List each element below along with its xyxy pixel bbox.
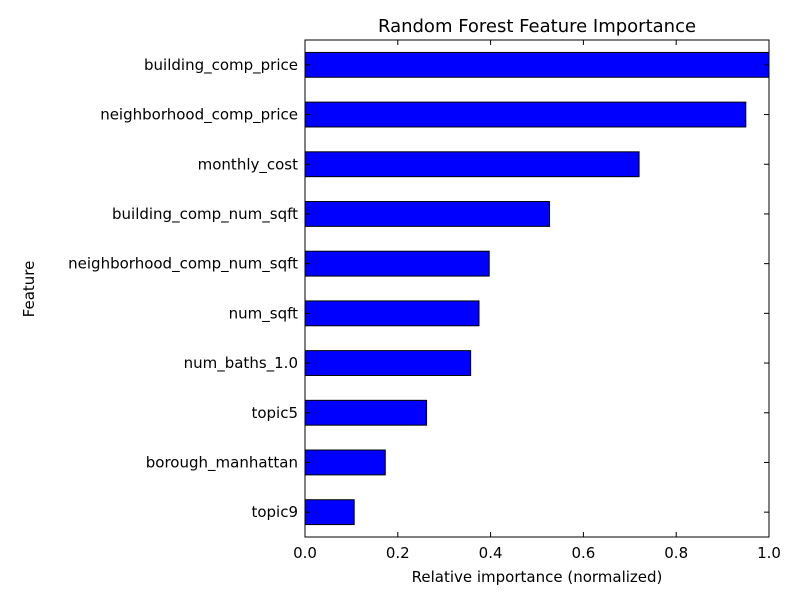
bar-borough_manhattan (304, 449, 386, 476)
x-tick-label: 0.0 (293, 544, 317, 562)
y-axis-label: Feature (20, 261, 38, 318)
y-tick-label: topic9 (251, 503, 298, 521)
y-tick-label: neighborhood_comp_num_sqft (68, 255, 298, 274)
x-tick-label: 0.8 (664, 544, 688, 562)
bar-neighborhood_comp_price (304, 101, 747, 128)
bar-topic5 (304, 399, 428, 426)
x-tick-label: 0.2 (386, 544, 410, 562)
bar-neighborhood_comp_num_sqft (304, 250, 490, 277)
plot-frame (304, 39, 770, 538)
y-tick-label: building_comp_price (144, 56, 298, 75)
y-tick-label: num_baths_1.0 (184, 354, 298, 373)
y-tick-label: building_comp_num_sqft (112, 205, 298, 224)
y-tick-label: neighborhood_comp_price (100, 106, 298, 125)
bar-monthly_cost (304, 151, 640, 178)
y-tick-label: borough_manhattan (146, 453, 298, 472)
y-axis-ticks: building_comp_price neighborhood_comp_pri… (68, 56, 769, 521)
y-tick-label: topic5 (251, 404, 298, 422)
x-tick-label: 0.4 (479, 544, 503, 562)
bars-layer (304, 51, 770, 526)
x-axis-ticks: 0.0 0.2 0.4 0.6 0.8 1.0 (293, 40, 781, 562)
bar-building_comp_num_sqft (304, 201, 551, 227)
x-axis-label: Relative importance (normalized) (412, 568, 663, 586)
x-tick-label: 0.6 (571, 544, 595, 562)
chart-title: Random Forest Feature Importance (378, 16, 696, 37)
bar-num_sqft (304, 300, 480, 327)
bar-topic9 (304, 499, 355, 526)
y-tick-label: num_sqft (229, 304, 298, 323)
bar-building_comp_price (304, 51, 770, 78)
x-tick-label: 1.0 (757, 544, 781, 562)
y-tick-label: monthly_cost (198, 155, 298, 174)
bar-num_baths_1.0 (304, 350, 472, 376)
